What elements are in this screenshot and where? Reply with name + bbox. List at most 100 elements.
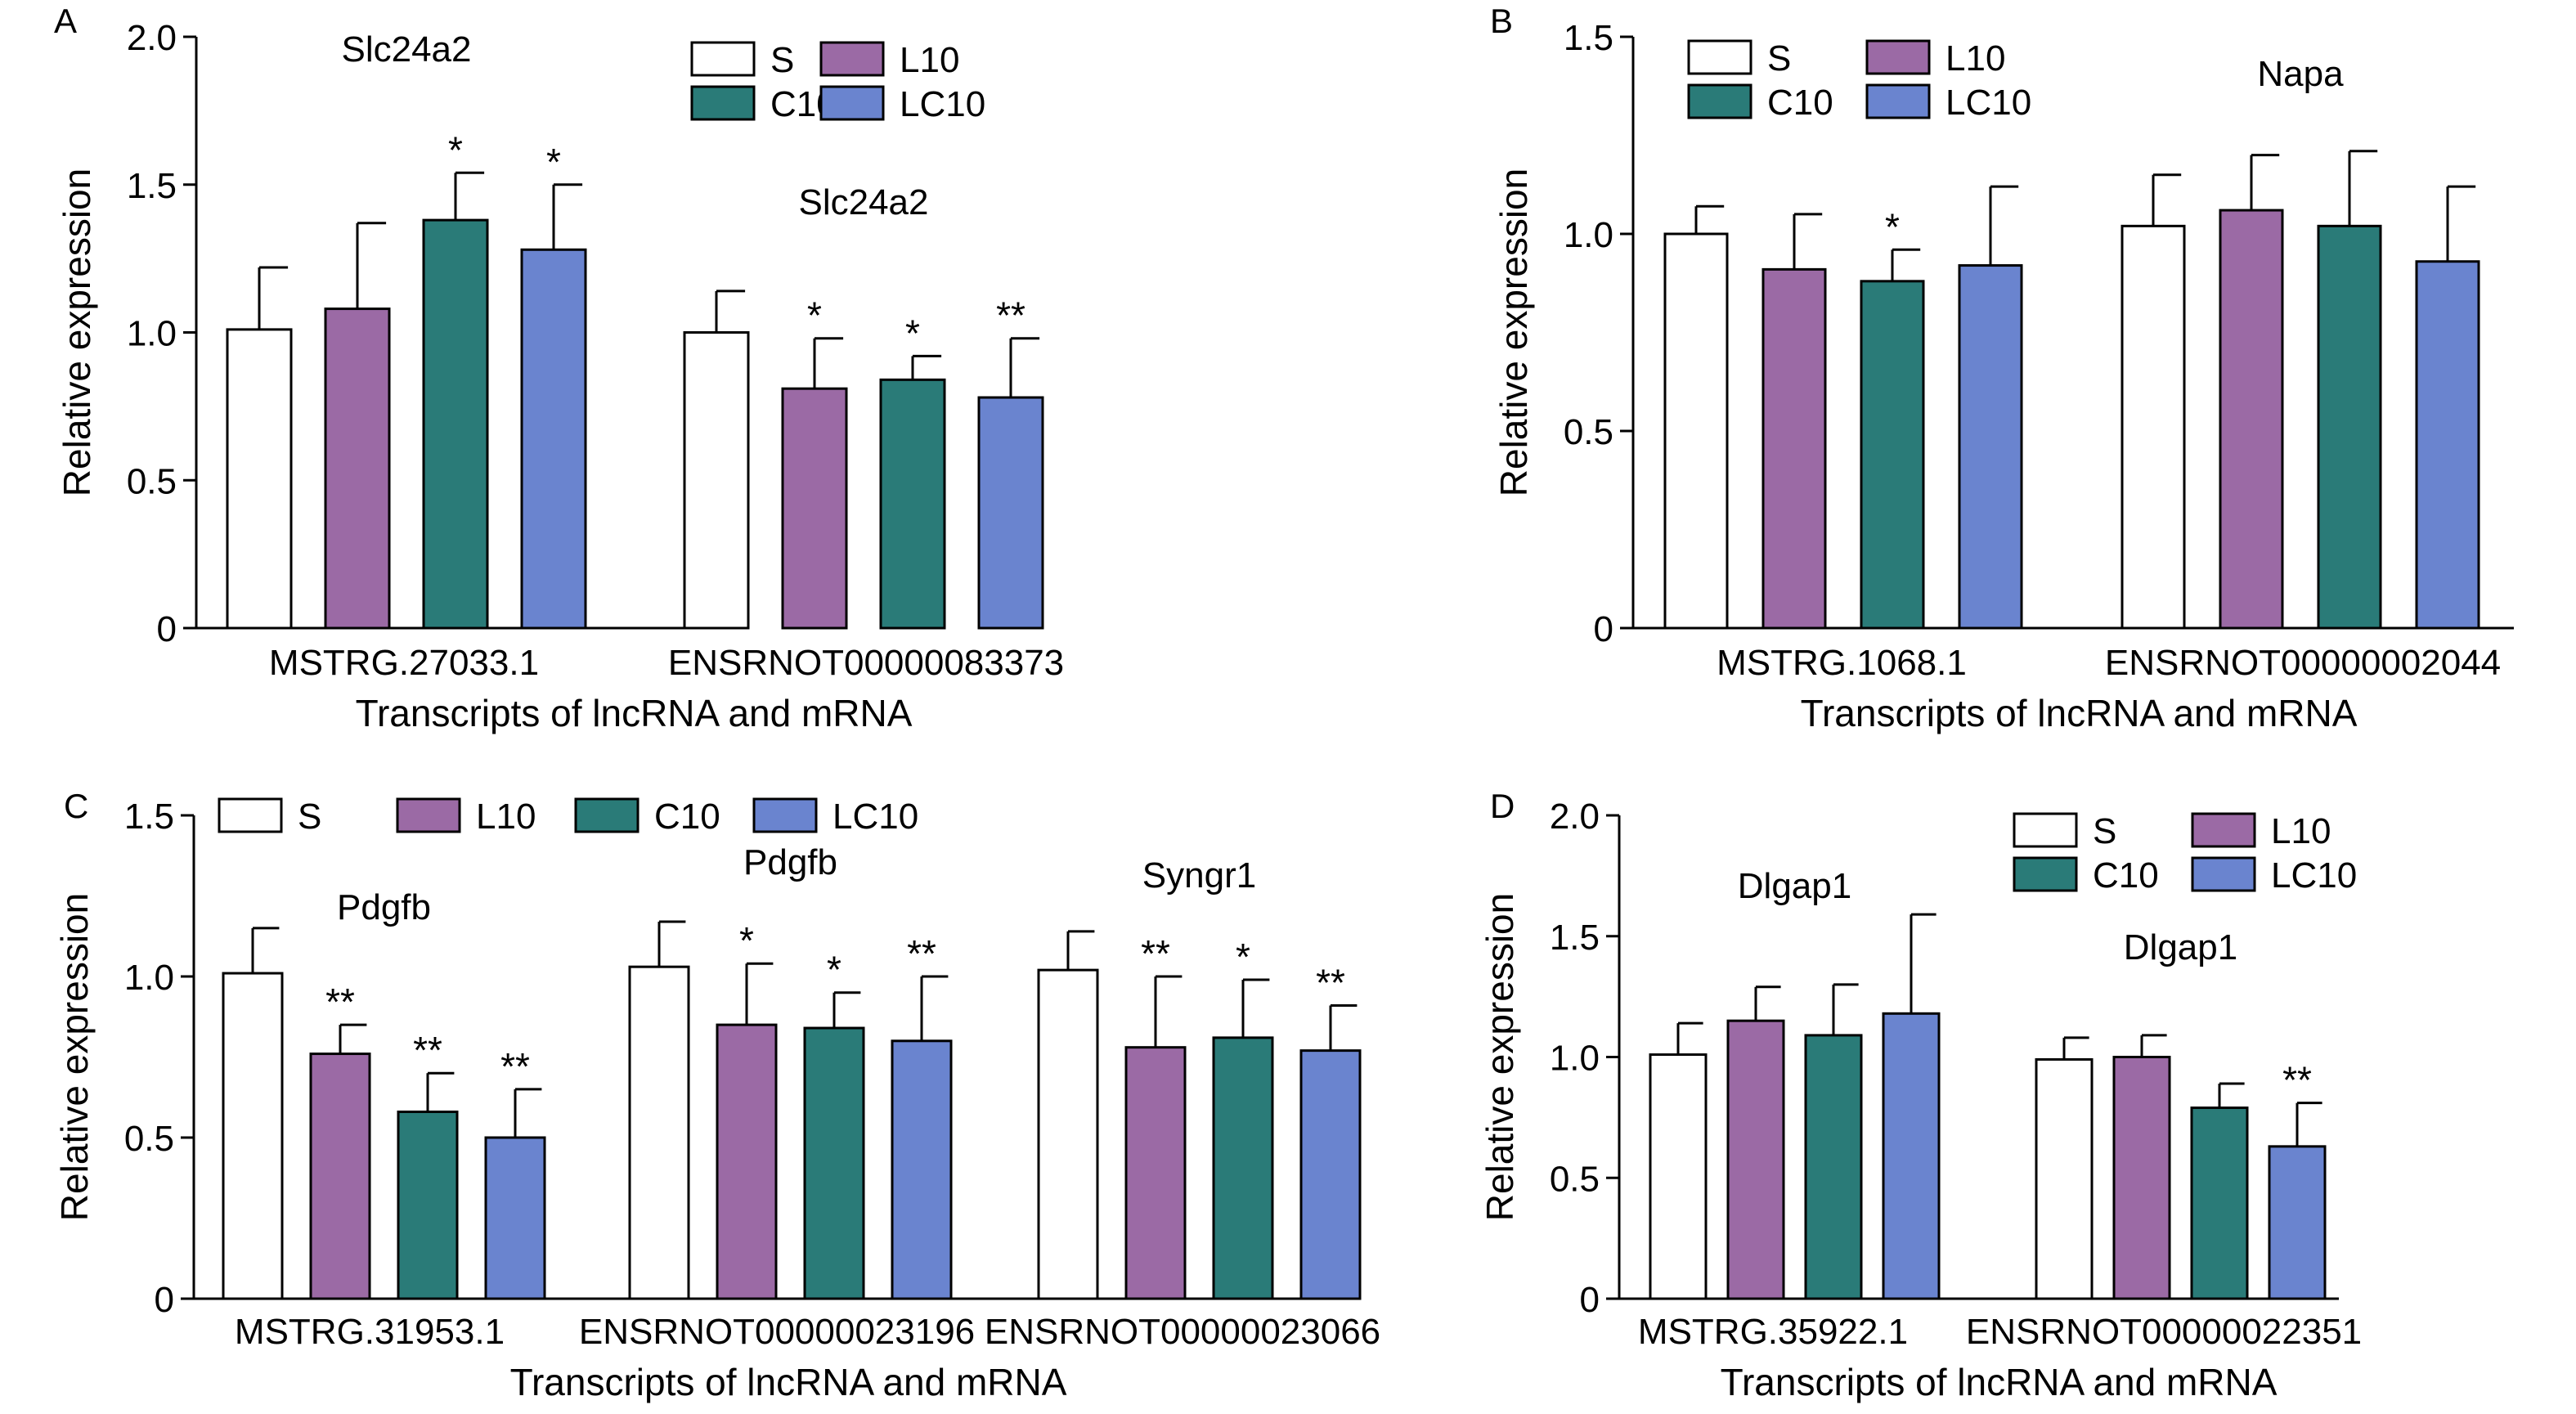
gene-label: Pdgfb: [743, 842, 837, 882]
legend-swatch-l10: [1865, 39, 1931, 75]
panel-d: D 0 0.5 1.0 1.5 2.0 Relative expression Transcr…: [1479, 787, 2362, 1403]
legend-swatch-c10: [1687, 83, 1752, 119]
bar-l10: [781, 387, 848, 630]
y-tick-label: 1.0: [1564, 215, 1613, 255]
bar-lc10: [2268, 1145, 2327, 1300]
bar-l10: [716, 1023, 778, 1300]
group-label: MSTRG.27033.1: [269, 643, 539, 683]
y-tick-label: 0.5: [124, 1119, 174, 1159]
significance-marker: *: [905, 312, 920, 354]
y-tick-label: 1.5: [127, 166, 177, 206]
panel-label: B: [1490, 2, 1513, 40]
panel-label: C: [64, 787, 88, 825]
legend-swatch-s: [690, 41, 756, 77]
legend-label: S: [770, 40, 794, 80]
legend-label: S: [1767, 38, 1791, 79]
panel-label: D: [1490, 787, 1515, 825]
legend-swatch-lc10: [1865, 83, 1931, 119]
y-axis-label: Relative expression: [1479, 893, 1521, 1221]
significance-marker: **: [2282, 1059, 2312, 1102]
group-label: MSTRG.35922.1: [1638, 1312, 1908, 1352]
y-tick-label: 1.5: [1550, 918, 1600, 958]
group-label: ENSRNOT00000022351: [1966, 1312, 2362, 1352]
legend-label: L10: [476, 797, 536, 837]
legend-swatch-c10: [2013, 856, 2078, 892]
legend-label: LC10: [832, 797, 918, 837]
legend-swatch-c10: [574, 797, 640, 833]
group-label: MSTRG.1068.1: [1717, 643, 1967, 683]
bar-c10: [422, 218, 489, 630]
y-tick-label: 2.0: [127, 18, 177, 58]
y-tick-label: 0: [1580, 1280, 1600, 1320]
bar-s: [222, 972, 284, 1300]
panel-b: B 0 0.5 1.0 1.5 Relative expression Transcript…: [1490, 2, 2514, 734]
legend-swatch-c10: [690, 85, 756, 121]
group-label: ENSRNOT00000023196: [579, 1312, 975, 1352]
significance-marker: *: [739, 919, 754, 962]
panel-a: A 0 0.5 1.0 1.5 2.0 Relative expression Transcr…: [54, 2, 1064, 734]
group-label: ENSRNOT00000083373: [668, 643, 1064, 683]
legend-label: L10: [1945, 38, 2005, 79]
bar-c10: [2317, 224, 2382, 630]
significance-marker: *: [448, 128, 463, 171]
legend-swatch-s: [1687, 39, 1752, 75]
y-tick-label: 0.5: [1564, 412, 1613, 452]
x-axis-label: Transcripts of lncRNA and mRNA: [1801, 692, 2358, 734]
legend-swatch-l10: [819, 41, 885, 77]
bar-lc10: [891, 1039, 953, 1300]
legend-label: S: [298, 797, 321, 837]
y-tick-label: 1.0: [124, 958, 174, 998]
significance-marker: *: [1236, 936, 1250, 978]
bar-l10: [2219, 209, 2284, 630]
gene-label: Dlgap1: [2124, 927, 2237, 967]
y-tick-label: 1.5: [124, 797, 174, 837]
y-axis-label: Relative expression: [1492, 168, 1535, 496]
bar-c10: [1804, 1034, 1863, 1300]
significance-marker: **: [500, 1045, 530, 1088]
group-label: ENSRNOT00000002044: [2105, 643, 2501, 683]
y-tick-label: 0: [1594, 609, 1613, 649]
bar-lc10: [484, 1136, 546, 1300]
panel-label: A: [54, 2, 77, 40]
bar-l10: [2112, 1056, 2171, 1300]
y-axis-label: Relative expression: [53, 893, 96, 1221]
gene-label: Syngr1: [1142, 855, 1256, 896]
significance-marker: **: [996, 294, 1025, 337]
bar-l10: [1761, 267, 1827, 630]
significance-marker: **: [907, 932, 936, 975]
legend-label: LC10: [1945, 83, 2031, 123]
bar-s: [2120, 224, 2186, 630]
bar-l10: [1726, 1019, 1785, 1300]
significance-marker: **: [1141, 932, 1170, 975]
significance-marker: **: [1316, 961, 1345, 1003]
group-label: ENSRNOT00000023066: [985, 1312, 1380, 1352]
bar-lc10: [1958, 264, 2023, 630]
bar-c10: [397, 1110, 459, 1300]
gene-label: Napa: [2257, 54, 2344, 94]
bar-c10: [879, 378, 946, 630]
bar-s: [1663, 232, 1729, 630]
panel-c: C 0 0.5 1.0 1.5 Relative expression Transcript…: [53, 787, 1380, 1403]
significance-marker: *: [546, 141, 561, 183]
legend-swatch-l10: [396, 797, 461, 833]
legend-label: L10: [900, 40, 959, 80]
bar-s: [628, 965, 690, 1300]
y-axis-label: Relative expression: [56, 168, 98, 496]
y-tick-label: 1.5: [1564, 18, 1613, 58]
x-axis-label: Transcripts of lncRNA and mRNA: [1721, 1361, 2278, 1403]
bar-lc10: [520, 248, 587, 630]
bar-s: [2035, 1057, 2094, 1300]
gene-label: Slc24a2: [798, 182, 928, 222]
bar-c10: [1212, 1036, 1274, 1300]
y-tick-label: 0: [157, 609, 177, 649]
significance-marker: *: [827, 949, 841, 991]
x-axis-label: Transcripts of lncRNA and mRNA: [356, 692, 913, 734]
legend-label: L10: [2271, 811, 2331, 851]
legend-swatch-lc10: [819, 85, 885, 121]
bar-l10: [1124, 1046, 1187, 1300]
significance-marker: *: [807, 294, 822, 337]
legend-swatch-lc10: [2191, 856, 2256, 892]
legend-label: C10: [654, 797, 720, 837]
significance-marker: **: [413, 1029, 442, 1071]
